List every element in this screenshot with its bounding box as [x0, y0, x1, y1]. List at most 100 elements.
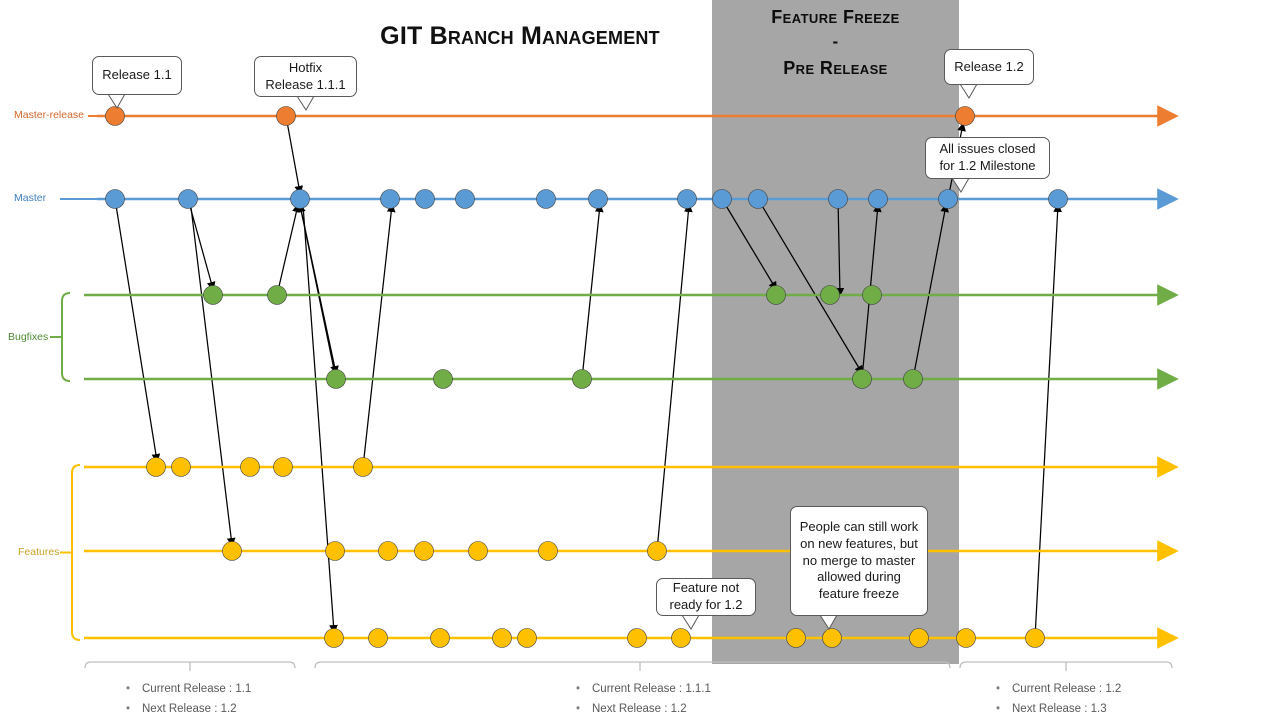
commit-dot[interactable]	[822, 628, 842, 648]
callout-text: People can still work on new features, b…	[799, 519, 919, 601]
commit-dot[interactable]	[203, 285, 223, 305]
commit-dot[interactable]	[938, 189, 958, 209]
callout-hotfix-release-1-1-1: Hotfix Release 1.1.1	[254, 56, 357, 97]
footnote-brace-group-1-1-1	[314, 661, 951, 669]
commit-dot[interactable]	[538, 541, 558, 561]
commit-dot[interactable]	[956, 628, 976, 648]
commit-dot[interactable]	[909, 628, 929, 648]
commit-dot[interactable]	[677, 189, 697, 209]
lane-label-master: Master	[14, 192, 47, 204]
footnote-line: • Current Release : 1.1.1	[576, 679, 711, 699]
feature-freeze-line3: Pre Release	[783, 57, 888, 78]
feature-freeze-title: Feature Freeze - Pre Release	[712, 4, 959, 81]
commit-dot[interactable]	[455, 189, 475, 209]
bullet-icon: •	[126, 683, 131, 695]
commit-dot[interactable]	[324, 628, 344, 648]
commit-dot[interactable]	[378, 541, 398, 561]
merge-arrow	[721, 198, 777, 291]
merge-arrow	[1034, 203, 1062, 639]
callout-tail	[819, 614, 838, 630]
bugfixes-brace	[61, 292, 71, 382]
commit-dot[interactable]	[862, 285, 882, 305]
commit-dot[interactable]	[325, 541, 345, 561]
commit-dot[interactable]	[276, 106, 296, 126]
commit-dot[interactable]	[171, 457, 191, 477]
footnote-text: Current Release : 1.1.1	[592, 683, 711, 695]
bullet-icon: •	[996, 683, 1001, 695]
commit-dot[interactable]	[273, 457, 293, 477]
commit-dot[interactable]	[178, 189, 198, 209]
commit-dot[interactable]	[517, 628, 537, 648]
commit-dot[interactable]	[267, 285, 287, 305]
commit-dot[interactable]	[748, 189, 768, 209]
commit-dot[interactable]	[766, 285, 786, 305]
commit-dot[interactable]	[820, 285, 840, 305]
bullet-icon: •	[576, 703, 581, 716]
commit-dot[interactable]	[430, 628, 450, 648]
commit-dot[interactable]	[380, 189, 400, 209]
footnote-text: Next Release : 1.2	[142, 703, 237, 716]
footnote-group-1-1-1: • Current Release : 1.1.1 • Next Release : …	[576, 679, 711, 719]
group-label-bugfixes: Bugfixes	[8, 331, 49, 343]
commit-dot[interactable]	[433, 369, 453, 389]
commit-dot[interactable]	[326, 369, 346, 389]
commit-dot[interactable]	[415, 189, 435, 209]
callout-all-issues-closed: All issues closed for 1.2 Milestone	[925, 137, 1050, 179]
footnote-line: • Next Release : 1.2	[126, 699, 251, 719]
commit-dot[interactable]	[1048, 189, 1068, 209]
commit-dot[interactable]	[353, 457, 373, 477]
commit-dot[interactable]	[903, 369, 923, 389]
commit-dot[interactable]	[414, 541, 434, 561]
commit-dot[interactable]	[955, 106, 975, 126]
merge-arrow	[302, 204, 338, 634]
commit-dot[interactable]	[647, 541, 667, 561]
commit-dot[interactable]	[536, 189, 556, 209]
callout-tail	[951, 177, 970, 193]
commit-dot[interactable]	[105, 189, 125, 209]
callout-text: Hotfix Release 1.1.1	[265, 59, 346, 92]
commit-dot[interactable]	[1025, 628, 1045, 648]
commit-dot[interactable]	[290, 189, 310, 209]
commit-dot[interactable]	[222, 541, 242, 561]
callout-release-1-1: Release 1.1	[92, 56, 182, 95]
lane-lines	[60, 105, 1179, 649]
callout-text: Feature not ready for 1.2	[669, 580, 743, 612]
commit-dot[interactable]	[786, 628, 806, 648]
footnote-braces	[84, 661, 1173, 671]
merge-arrow	[189, 198, 236, 547]
callout-tail	[107, 93, 126, 109]
commit-dot[interactable]	[828, 189, 848, 209]
callout-tail	[681, 614, 700, 630]
commit-dot[interactable]	[712, 189, 732, 209]
callout-text: Release 1.2	[954, 58, 1024, 74]
merge-arrows	[114, 115, 1062, 639]
bullet-icon: •	[126, 703, 131, 716]
merge-arrow	[912, 203, 949, 380]
commit-dot[interactable]	[868, 189, 888, 209]
commit-dot[interactable]	[852, 369, 872, 389]
commit-dot[interactable]	[588, 189, 608, 209]
footnote-line: • Current Release : 1.2	[996, 679, 1121, 699]
footnote-line: • Current Release : 1.1	[126, 679, 251, 699]
footnote-line: • Next Release : 1.3	[996, 699, 1121, 719]
commit-dot[interactable]	[572, 369, 592, 389]
commit-dot[interactable]	[627, 628, 647, 648]
merge-arrow	[581, 203, 604, 380]
footnote-text: Current Release : 1.1	[142, 683, 252, 695]
bullet-icon: •	[996, 703, 1001, 716]
footnote-text: Next Release : 1.2	[592, 703, 687, 716]
commit-dot[interactable]	[671, 628, 691, 648]
merge-arrow	[835, 198, 845, 297]
commit-dot[interactable]	[240, 457, 260, 477]
footnote-group-1-2: • Current Release : 1.2 • Next Release : 1.…	[996, 679, 1121, 719]
callout-text: Release 1.1	[102, 67, 172, 83]
footnote-group-1-1: • Current Release : 1.1 • Next Release : 1.…	[126, 679, 251, 719]
group-label-features: Features	[18, 546, 60, 558]
footnote-text: Next Release : 1.3	[1012, 703, 1107, 716]
commit-dot[interactable]	[146, 457, 166, 477]
commit-dot[interactable]	[105, 106, 125, 126]
commit-dot[interactable]	[492, 628, 512, 648]
commit-dot[interactable]	[468, 541, 488, 561]
commit-dot[interactable]	[368, 628, 388, 648]
